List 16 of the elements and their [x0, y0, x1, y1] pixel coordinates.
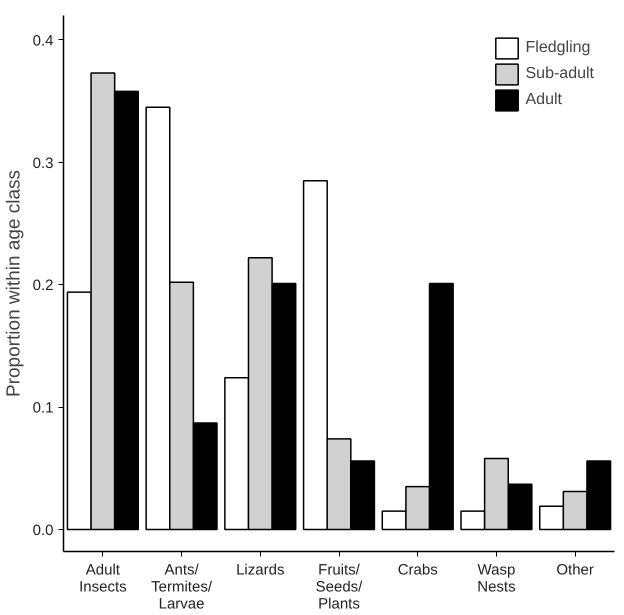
legend-label: Adult [526, 91, 562, 109]
legend-label: Sub-adult [526, 65, 594, 83]
legend-label: Fledgling [526, 39, 590, 57]
x-tick-label: Ants/ Termites/ Larvae [151, 562, 213, 612]
y-tick-label: 0.0 [32, 522, 54, 539]
x-tick-label: Crabs [398, 562, 438, 578]
y-tick-label: 0.3 [32, 154, 54, 172]
x-tick-label: Other [556, 562, 594, 578]
y-tick-label: 0.2 [32, 277, 54, 294]
x-tick-label: Lizards [236, 562, 284, 578]
y-tick-label: 0.1 [32, 400, 54, 417]
y-tick-label: 0.4 [32, 32, 54, 50]
x-tick-label: Wasp Nests [477, 562, 516, 596]
x-tick-label: Adult Insects [79, 562, 127, 596]
x-tick-label: Fruits/ Seeds/ Plants [316, 562, 364, 612]
y-axis-title: Proportion within age class [4, 170, 25, 398]
